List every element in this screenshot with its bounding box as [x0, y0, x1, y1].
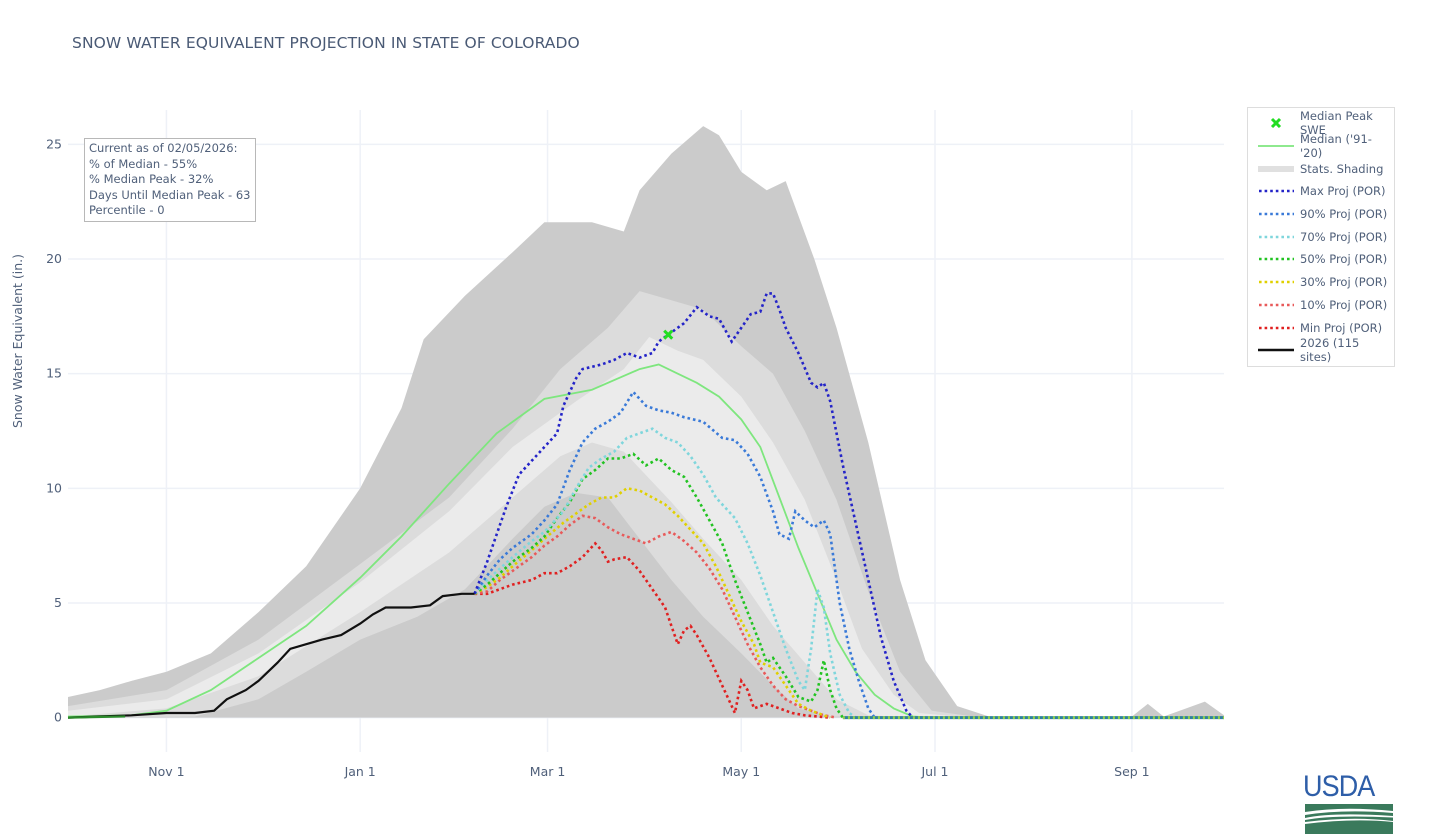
- legend-label: Min Proj (POR): [1300, 320, 1383, 335]
- usda-field-icon: [1305, 804, 1393, 834]
- series-p70: [473, 427, 857, 719]
- legend-label: Median Peak SWE: [1300, 109, 1373, 138]
- legend-label: 50% Proj (POR): [1300, 252, 1388, 267]
- shading-band-70-30: [68, 337, 1224, 718]
- x-tick-label: Jul 1: [920, 764, 948, 779]
- legend-symbol-p70-icon: [1258, 231, 1294, 243]
- legend-item-median_peak[interactable]: Median Peak SWE: [1248, 109, 1394, 138]
- series-p30: [473, 486, 831, 719]
- series-min: [474, 541, 831, 719]
- current-stats-annotation: Current as of 02/05/2026: % of Median - …: [84, 138, 256, 222]
- y-tick-label: 20: [46, 251, 62, 266]
- y-tick-label: 0: [54, 710, 62, 725]
- series-lines: [67, 292, 1224, 720]
- x-tick-label: May 1: [722, 764, 760, 779]
- legend-symbol-max-icon: [1258, 185, 1294, 197]
- legend-item-p50[interactable]: 50% Proj (POR): [1248, 248, 1394, 271]
- series-current: [67, 592, 475, 719]
- legend-symbol-p50-icon: [1258, 253, 1294, 265]
- annotation-line: Days Until Median Peak - 63: [89, 187, 251, 202]
- x-tick-label: Mar 1: [530, 764, 566, 779]
- legend-label: 2026 (115 sites): [1300, 336, 1360, 365]
- legend-item-min[interactable]: Min Proj (POR): [1248, 316, 1394, 339]
- legend-symbol-p30-icon: [1258, 276, 1294, 288]
- legend-symbol-min-icon: [1258, 322, 1294, 334]
- legend-label: 90% Proj (POR): [1300, 207, 1388, 222]
- x-tick-label: Jan 1: [344, 764, 376, 779]
- annotation-line: Current as of 02/05/2026:: [89, 141, 238, 155]
- y-tick-label: 25: [46, 136, 62, 151]
- chart-title: SNOW WATER EQUIVALENT PROJECTION IN STAT…: [72, 34, 580, 52]
- legend-item-max[interactable]: Max Proj (POR): [1248, 180, 1394, 203]
- usda-logo: USDA: [1303, 772, 1401, 836]
- y-axis-label: Snow Water Equivalent (in.): [10, 254, 25, 428]
- legend-item-p70[interactable]: 70% Proj (POR): [1248, 225, 1394, 248]
- legend-label: 70% Proj (POR): [1300, 229, 1388, 244]
- y-tick-label: 15: [46, 366, 62, 381]
- annotation-line: % of Median - 55%: [89, 156, 198, 171]
- series-early-median-overlap: [67, 715, 126, 719]
- legend-symbol-p90-icon: [1258, 208, 1294, 220]
- median-peak-marker: [663, 329, 674, 340]
- legend-item-shading[interactable]: Stats. Shading: [1248, 157, 1394, 180]
- legend-symbol-median_peak-x-icon: [1258, 117, 1294, 129]
- series-p50: [473, 452, 844, 719]
- legend-label: Max Proj (POR): [1300, 184, 1386, 199]
- usda-logo-text: USDA: [1303, 770, 1375, 803]
- legend-label: Stats. Shading: [1300, 161, 1384, 176]
- x-tick-label: Sep 1: [1114, 764, 1150, 779]
- annotation-line: % Median Peak - 32%: [89, 172, 214, 186]
- series-median: [67, 363, 932, 719]
- legend-item-p10[interactable]: 10% Proj (POR): [1248, 294, 1394, 317]
- legend-item-p90[interactable]: 90% Proj (POR): [1248, 203, 1394, 226]
- legend-item-median[interactable]: Median ('91-'20): [1248, 132, 1394, 161]
- series-max: [473, 292, 914, 719]
- legend-symbol-p10-icon: [1258, 299, 1294, 311]
- y-tick-label: 10: [46, 480, 62, 495]
- legend-symbol-current-icon: [1258, 344, 1294, 356]
- legend-label: Median ('91-'20): [1300, 132, 1372, 161]
- series-p10: [474, 514, 837, 719]
- median-peak-marker-x: [663, 329, 674, 340]
- annotation-line: Percentile - 0: [89, 203, 165, 217]
- legend-label: 30% Proj (POR): [1300, 275, 1388, 290]
- x-tick-label: Nov 1: [148, 764, 184, 779]
- legend-symbol-shading-icon: [1258, 163, 1294, 175]
- legend-item-p30[interactable]: 30% Proj (POR): [1248, 271, 1394, 294]
- y-tick-label: 5: [54, 595, 62, 610]
- legend-symbol-median-icon: [1258, 140, 1294, 152]
- stats-shading-bands: [68, 126, 1224, 718]
- legend-label: 10% Proj (POR): [1300, 297, 1388, 312]
- x-axis-ticks: Nov 1 Jan 1 Mar 1 May 1 Jul 1 Sep 1: [148, 764, 1149, 779]
- y-axis-ticks: 0 5 10 15 20 25: [46, 136, 62, 724]
- chart-legend: Median Peak SWE Median ('91-'20) Stats. Sh…: [1247, 107, 1395, 367]
- legend-item-current[interactable]: 2026 (115 sites): [1248, 336, 1394, 365]
